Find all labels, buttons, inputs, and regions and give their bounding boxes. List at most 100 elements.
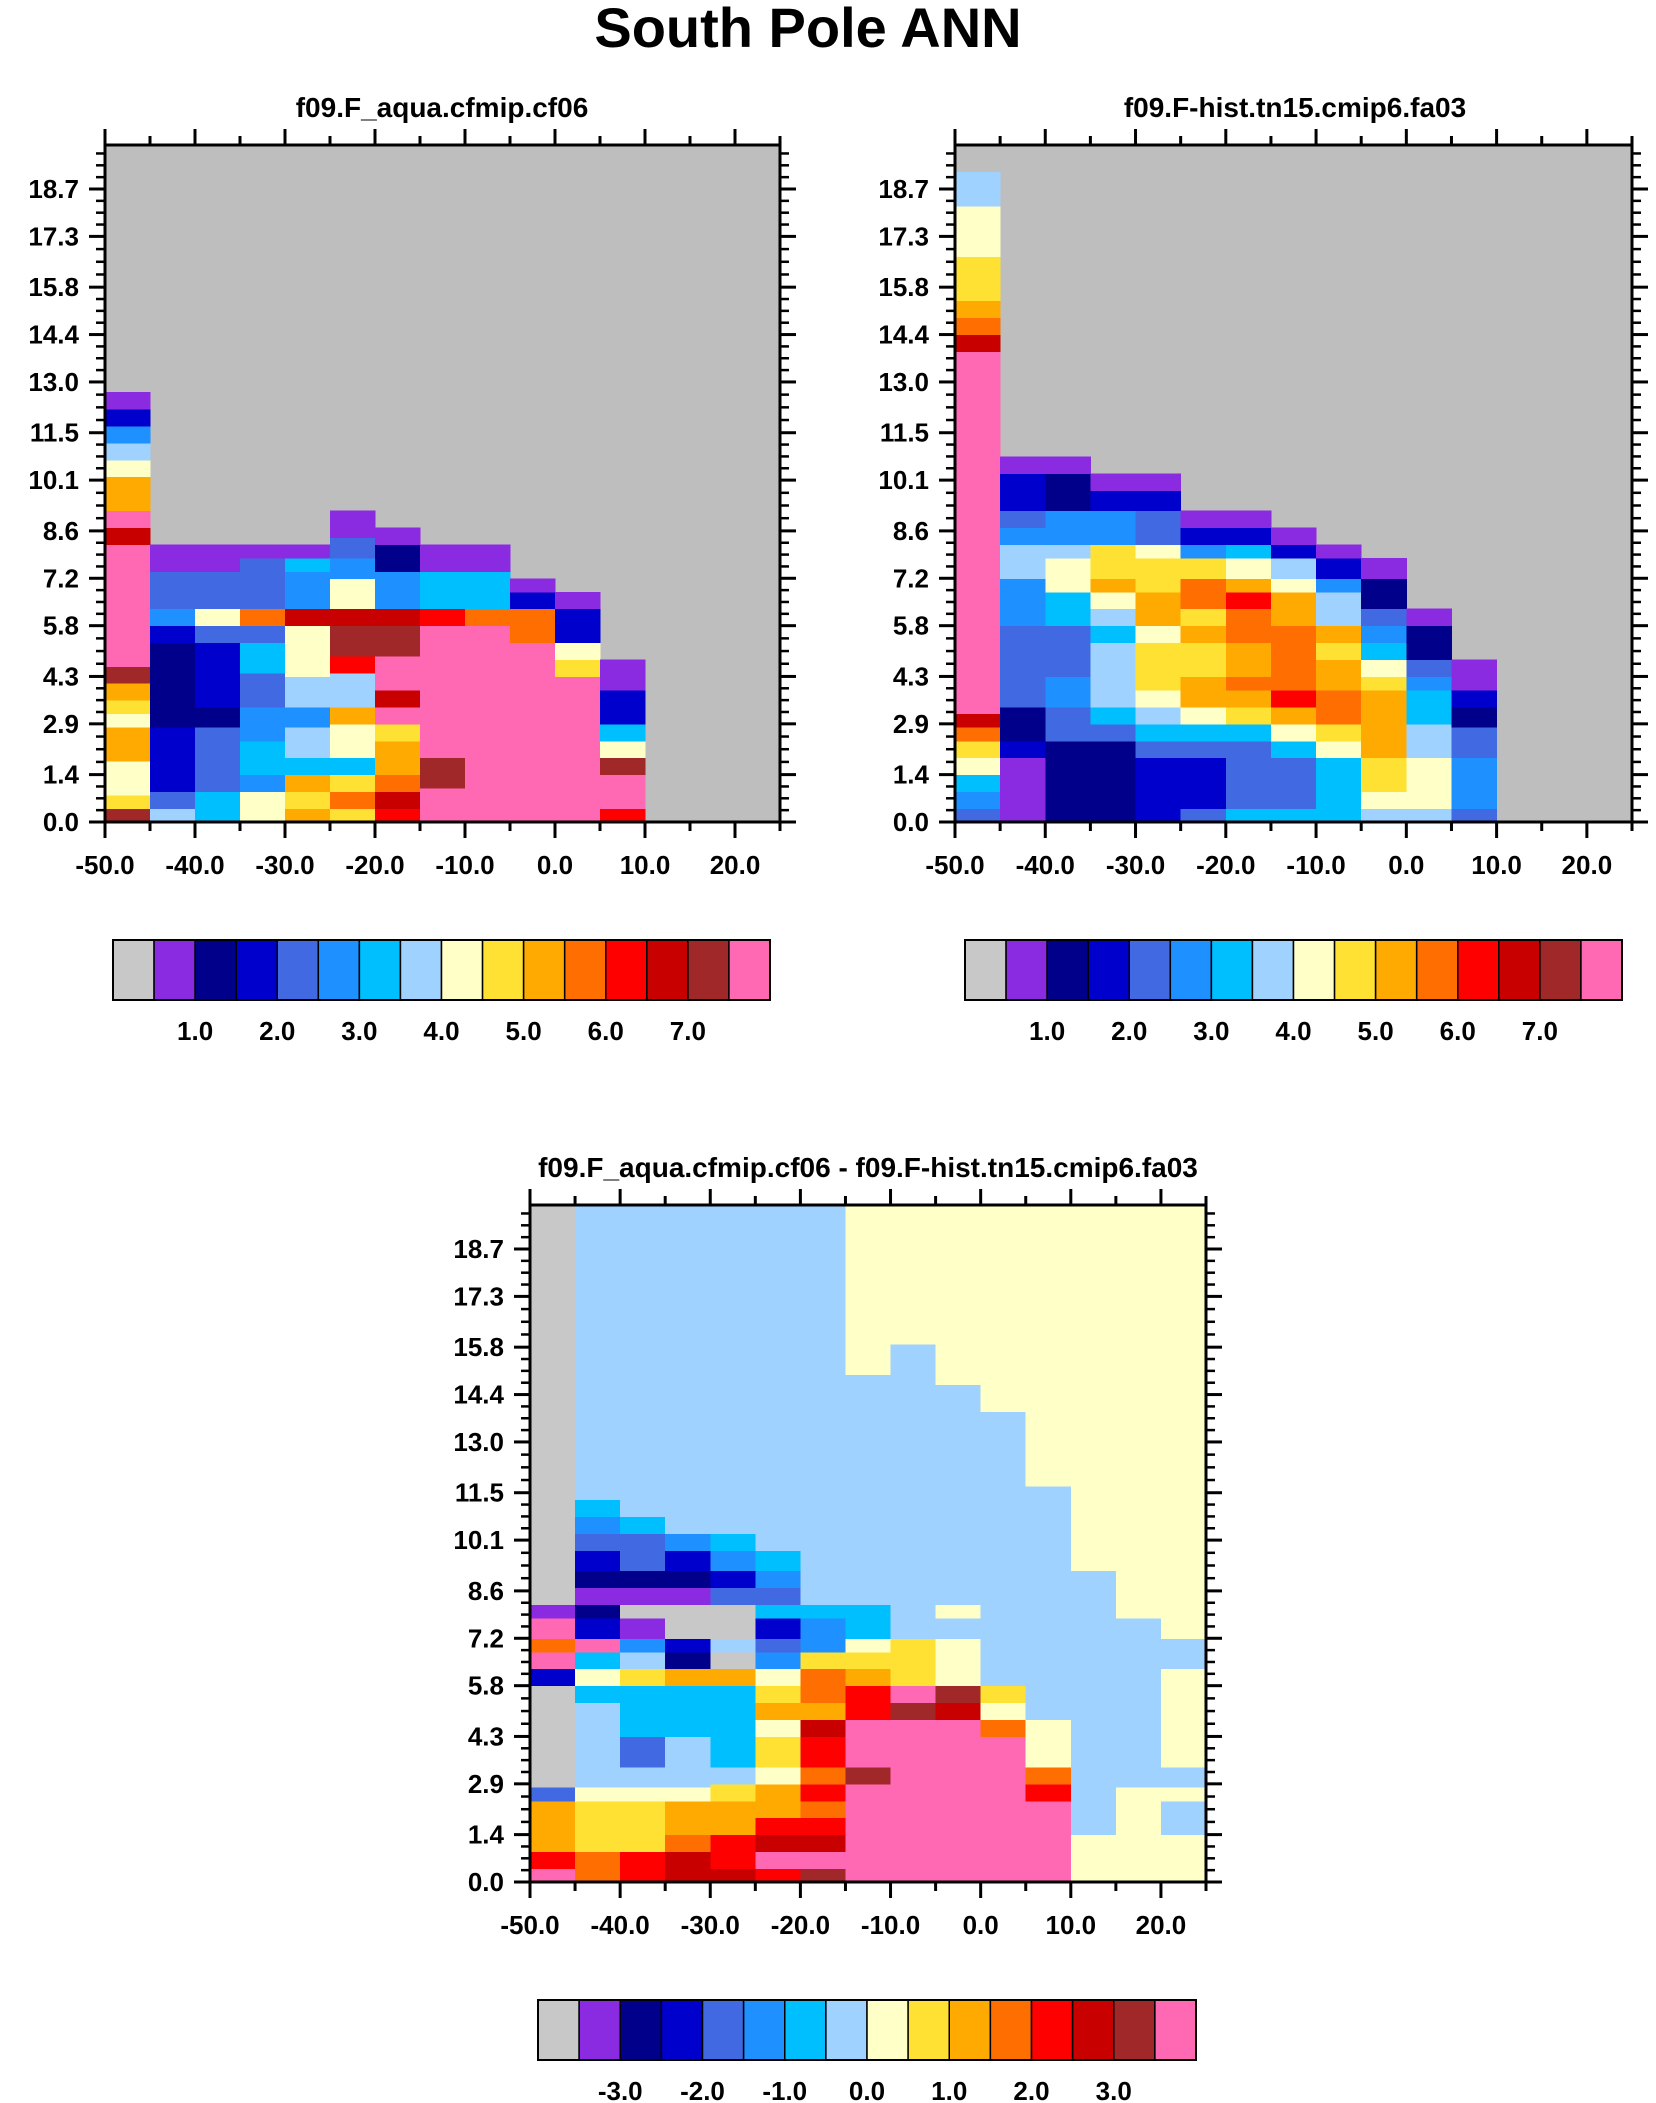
heatmap-cell	[1135, 490, 1182, 512]
y-tick-label: 1.4	[468, 1820, 505, 1850]
heatmap-cell	[575, 1604, 621, 1619]
heatmap-cell	[105, 727, 151, 762]
heatmap-cell	[1316, 757, 1362, 809]
heatmap-cell	[1160, 1668, 1207, 1768]
y-tick-label: 5.8	[893, 611, 929, 641]
heatmap-cell	[1180, 723, 1227, 742]
heatmap-cell	[845, 1766, 892, 1785]
x-tick-label: -30.0	[255, 850, 314, 880]
heatmap-cell	[530, 1651, 576, 1670]
heatmap-cell	[285, 808, 331, 823]
heatmap-cell	[1135, 757, 1182, 823]
heatmap-cell	[1025, 1766, 1072, 1785]
y-tick-label: 4.3	[893, 661, 929, 691]
colorbar-box	[646, 939, 689, 1001]
heatmap-cell	[105, 666, 151, 684]
panel-difference: f09.F_aqua.cfmip.cf06 - f09.F-hist.tn15.…	[453, 1152, 1222, 2103]
heatmap-cell	[1000, 527, 1046, 545]
heatmap-cell	[575, 1651, 621, 1670]
heatmap-cell	[195, 544, 241, 573]
heatmap-cell	[150, 642, 196, 728]
y-tick-label: 0.0	[893, 807, 929, 837]
heatmap-cell	[710, 1651, 756, 1670]
heatmap-cell	[620, 1736, 666, 1768]
heatmap-cell	[955, 334, 1001, 352]
heatmap-cell	[510, 591, 556, 610]
heatmap-cell	[1361, 689, 1407, 725]
heatmap-cell	[845, 1347, 892, 1375]
heatmap-cell	[1406, 676, 1452, 691]
heatmap-cell	[330, 808, 376, 823]
colorbar-box	[866, 1999, 909, 2061]
heatmap-cell	[1000, 757, 1046, 823]
heatmap-cell	[1090, 544, 1137, 579]
heatmap-cell	[1225, 808, 1272, 823]
heatmap-cell	[1090, 473, 1137, 491]
x-tick-label: -40.0	[165, 850, 224, 880]
heatmap-cell	[600, 774, 646, 809]
heatmap-cell	[420, 544, 466, 573]
heatmap-cell	[1270, 591, 1317, 627]
colorbar-box	[399, 939, 443, 1001]
y-tick-label: 5.8	[468, 1671, 504, 1701]
heatmap-cell	[330, 578, 376, 610]
heatmap-cell	[285, 625, 331, 677]
heatmap-cell	[1070, 1834, 1117, 1883]
heatmap-cell	[980, 1411, 1027, 1687]
colorbar-box	[1415, 939, 1459, 1001]
heatmap-cell	[620, 1550, 666, 1572]
heatmap-cell	[1451, 689, 1498, 708]
heatmap-cell	[755, 1205, 801, 1551]
heatmap-cell	[285, 757, 331, 776]
y-tick-label: 13.0	[878, 367, 929, 397]
heatmap-cell	[1270, 706, 1317, 725]
heatmap-cell	[1045, 544, 1091, 559]
heatmap-cell	[555, 642, 601, 661]
heatmap-cell	[1406, 757, 1452, 809]
colorbar-box	[825, 1999, 868, 2061]
heatmap-cell	[575, 1817, 621, 1853]
heatmap-cell	[1045, 456, 1091, 474]
colorbar-box	[1030, 1999, 1074, 2061]
heatmap-cell	[1090, 625, 1137, 644]
heatmap-cell	[1361, 808, 1407, 823]
heatmap-cell	[285, 774, 331, 793]
heatmap-cell	[800, 1719, 846, 1737]
heatmap-cell	[1045, 625, 1091, 677]
heatmap-cell	[935, 1685, 982, 1704]
heatmap-cell	[195, 571, 241, 610]
heatmap-cell	[665, 1550, 711, 1572]
y-tick-label: 17.3	[878, 221, 929, 251]
heatmap-cell	[420, 625, 466, 759]
heatmap-cell	[1361, 757, 1407, 793]
heatmap-cell	[980, 1736, 1027, 1883]
heatmap-cell	[530, 1800, 576, 1819]
heatmap-cell	[1316, 544, 1362, 559]
heatmap-cell	[600, 757, 646, 776]
heatmap-cell	[375, 608, 421, 627]
y-tick-label: 15.8	[878, 272, 929, 302]
heatmap-cell	[285, 571, 331, 610]
heatmap-cell	[285, 706, 331, 728]
heatmap-cell	[1180, 625, 1227, 644]
colorbar-box	[1071, 1999, 1115, 2061]
heatmap-cell	[800, 1617, 846, 1639]
x-tick-label: -50.0	[75, 850, 134, 880]
heatmap-cell	[575, 1685, 621, 1704]
x-tick-label: 20.0	[1136, 1910, 1187, 1940]
plot-border	[953, 143, 1634, 824]
heatmap-cell	[1225, 557, 1272, 579]
heatmap-cell	[1361, 625, 1407, 644]
heatmap-cell	[330, 608, 376, 627]
colorbar-label: 5.0	[1358, 1016, 1394, 1046]
colorbar-label: 3.0	[341, 1016, 377, 1046]
colorbar-box	[1580, 939, 1623, 1001]
colorbar-border	[964, 939, 1623, 1001]
heatmap-cell	[890, 1719, 937, 1883]
heatmap-cell	[375, 527, 421, 545]
heatmap-cell	[890, 1638, 937, 1653]
heatmap-cell	[1180, 676, 1227, 708]
heatmap-cell	[845, 1296, 892, 1348]
heatmap-cell	[845, 1719, 892, 1768]
heatmap-cell	[575, 1668, 621, 1687]
